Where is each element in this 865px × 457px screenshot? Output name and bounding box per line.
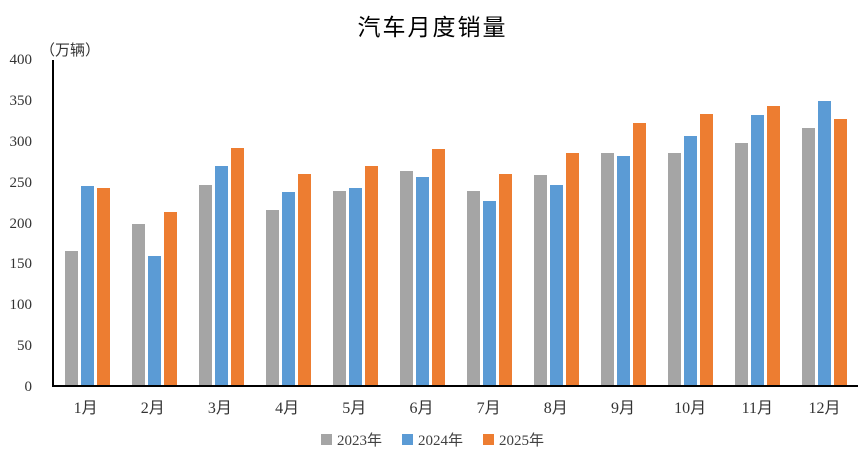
bar-2023年-11月 — [735, 142, 748, 385]
x-axis-label-12月: 12月 — [808, 400, 841, 417]
x-axis-labels: 1月 2月 3月 4月 5月 6月 7月 8月 9月 10月 11月 12月 — [52, 394, 858, 418]
bar-2025年-8月 — [566, 152, 579, 385]
bar-2024年-5月 — [349, 187, 362, 385]
bar-group-6月 — [389, 60, 456, 385]
bar-2024年-3月 — [215, 165, 228, 385]
y-axis-unit-label: （万辆） — [40, 43, 101, 59]
bar-group-9月 — [590, 60, 657, 385]
y-axis-tick-50: 50 — [17, 338, 32, 355]
x-axis-label-7月: 7月 — [476, 400, 501, 417]
bar-group-10月 — [657, 60, 724, 385]
bar-2024年-4月 — [282, 192, 295, 385]
bar-2024年-1月 — [81, 185, 94, 385]
bar-2023年-12月 — [802, 128, 815, 385]
bar-2025年-9月 — [633, 122, 646, 385]
bar-2023年-6月 — [400, 171, 413, 385]
bar-2023年-10月 — [668, 152, 681, 385]
bar-2023年-3月 — [199, 185, 212, 385]
bar-2025年-6月 — [432, 148, 445, 385]
x-axis-label-3月: 3月 — [207, 400, 232, 417]
bar-2024年-2月 — [148, 255, 161, 385]
bar-2025年-5月 — [365, 166, 378, 385]
x-axis-label-5月: 5月 — [342, 400, 367, 417]
legend-item-2024年: 2024年 — [401, 429, 463, 450]
bar-2023年-1月 — [65, 250, 78, 385]
bar-2025年-4月 — [298, 173, 311, 385]
legend-swatch-icon — [320, 434, 332, 445]
y-axis-tick-100: 100 — [9, 297, 33, 314]
bar-2025年-11月 — [767, 105, 780, 385]
legend-label: 2024年 — [417, 433, 463, 449]
y-axis-tick-250: 250 — [9, 174, 33, 191]
bar-2024年-10月 — [684, 136, 697, 385]
bar-group-11月 — [724, 60, 791, 385]
bar-group-12月 — [791, 60, 858, 385]
bar-group-4月 — [255, 60, 322, 385]
y-axis-tick-200: 200 — [9, 215, 33, 232]
bar-2023年-7月 — [467, 190, 480, 385]
bar-group-8月 — [523, 60, 590, 385]
legend-label: 2025年 — [499, 433, 545, 449]
x-axis-label-10月: 10月 — [674, 400, 707, 417]
y-axis-tick-150: 150 — [9, 256, 33, 273]
y-axis-tick-0: 0 — [24, 379, 33, 395]
x-axis-label-4月: 4月 — [275, 400, 300, 417]
x-axis-label-1月: 1月 — [73, 400, 98, 417]
bar-2024年-6月 — [416, 177, 429, 385]
bar-2023年-2月 — [132, 224, 145, 385]
legend-label: 2023年 — [336, 433, 382, 449]
chart-title: 汽车月度销量 — [357, 15, 508, 40]
y-axis-tick-350: 350 — [9, 92, 33, 109]
plot-area — [52, 60, 858, 387]
bar-2025年-12月 — [834, 118, 847, 385]
bar-group-2月 — [121, 60, 188, 385]
y-axis-tick-300: 300 — [9, 133, 33, 150]
bar-2025年-1月 — [97, 187, 110, 385]
bar-2023年-8月 — [534, 174, 547, 385]
bar-2025年-10月 — [700, 113, 713, 385]
legend-item-2025年: 2025年 — [483, 429, 544, 450]
bar-2024年-9月 — [617, 155, 630, 385]
bar-2023年-9月 — [601, 152, 614, 385]
x-axis-label-9月: 9月 — [610, 400, 635, 417]
x-axis-label-8月: 8月 — [543, 400, 568, 417]
bar-2024年-12月 — [818, 100, 831, 385]
bar-2025年-2月 — [164, 211, 177, 385]
bar-group-7月 — [456, 60, 523, 385]
bar-group-3月 — [188, 60, 255, 385]
x-axis-label-11月: 11月 — [741, 400, 774, 417]
bar-2025年-7月 — [499, 173, 512, 385]
legend: 2023年 2024年 2025年 — [0, 429, 865, 450]
bar-2024年-11月 — [751, 115, 764, 385]
bar-2025年-3月 — [231, 147, 244, 385]
bar-2024年-7月 — [483, 200, 496, 385]
x-axis-label-2月: 2月 — [140, 400, 165, 417]
bar-group-5月 — [322, 60, 389, 385]
legend-item-2023年: 2023年 — [320, 429, 382, 450]
bar-2023年-5月 — [333, 190, 346, 385]
y-axis-tick-400: 400 — [9, 52, 33, 68]
legend-swatch-icon — [401, 434, 413, 445]
bar-2024年-8月 — [550, 185, 563, 385]
bar-2023年-4月 — [266, 209, 279, 385]
x-axis-label-6月: 6月 — [409, 400, 434, 417]
bar-group-1月 — [54, 60, 121, 385]
legend-swatch-icon — [483, 434, 494, 445]
